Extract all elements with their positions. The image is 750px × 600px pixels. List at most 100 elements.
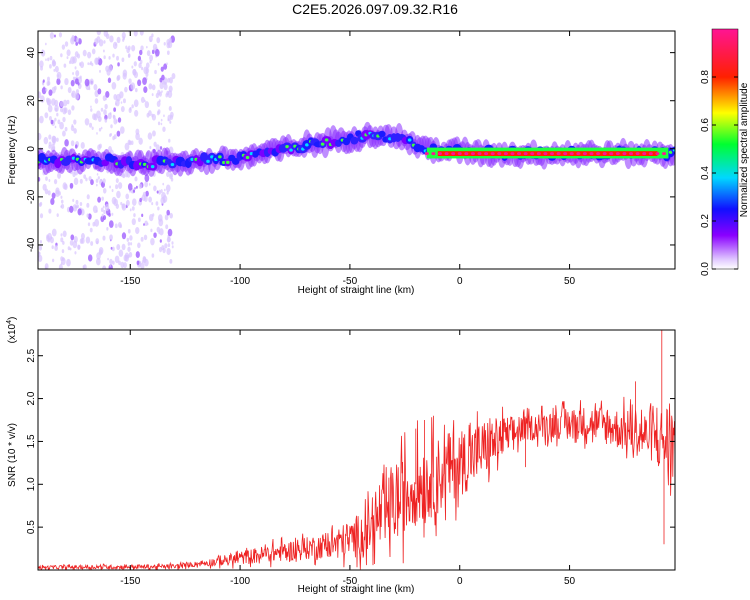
- spectrogram-noise-blob: [39, 115, 44, 124]
- spectrogram-noise-blob: [102, 235, 106, 241]
- spectrogram-noise-blob: [115, 203, 120, 209]
- spectrogram-noise-blob: [133, 189, 136, 193]
- spectrogram-noise-blob: [62, 230, 67, 238]
- spectrogram-noise-blob: [123, 254, 128, 262]
- spectrogram-noise-blob: [159, 228, 164, 236]
- spectrogram-noise-blob: [159, 77, 163, 83]
- spectrogram-noise-blob: [112, 53, 115, 58]
- spectrogram-ridge-core: [320, 142, 325, 146]
- spectrogram-noise-blob: [51, 228, 57, 237]
- spectrogram-noise-blob: [168, 85, 173, 93]
- spectrogram-noise-blob: [127, 246, 131, 252]
- spectrogram-noise-blob: [166, 90, 170, 96]
- spectrogram-noise-blob: [44, 112, 49, 119]
- spectrogram-peak-dot: [569, 152, 574, 156]
- spectrogram-noise-blob: [115, 98, 120, 107]
- spectrogram-noise-blob: [89, 78, 94, 86]
- spectrogram-noise-blob: [125, 45, 128, 50]
- spectrogram-noise-blob: [90, 105, 92, 109]
- spectrogram-ridge-blob: [101, 159, 110, 167]
- spectrogram-noise-blob: [105, 33, 110, 40]
- spectrogram-peak-dot: [596, 152, 601, 156]
- spectrogram-xtick-label: -150: [120, 276, 140, 287]
- spectrogram-peak-dot: [457, 152, 462, 156]
- spectrogram-noise-blob: [75, 89, 79, 95]
- spectrogram-noise-blob: [114, 255, 120, 264]
- spectrogram-noise-blob: [103, 49, 105, 53]
- spectrogram-noise-blob: [148, 183, 151, 186]
- spectrogram-peak-dot: [556, 152, 561, 156]
- spectrogram-noise-blob: [67, 246, 71, 251]
- spectrogram-noise-blob: [166, 190, 169, 195]
- spectrogram-noise-blob: [133, 99, 139, 108]
- spectrogram-noise-blob: [165, 224, 169, 230]
- spectrogram-noise-blob: [136, 260, 140, 265]
- spectrogram-noise-blob: [53, 85, 57, 91]
- snr-xtick-label: -100: [230, 576, 250, 587]
- spectrogram-noise-blob: [149, 54, 154, 62]
- spectrogram-noise-blob: [171, 72, 176, 80]
- spectrogram-noise-blob: [106, 227, 109, 231]
- spectrogram-noise-blob: [142, 256, 147, 262]
- spectrogram-noise-blob: [66, 49, 71, 57]
- spectrogram-noise-blob: [118, 249, 124, 257]
- spectrogram-noise-blob: [109, 264, 112, 268]
- spectrogram-noise-blob: [95, 178, 99, 183]
- spectrogram-noise-blob: [107, 77, 112, 83]
- spectrogram-noise-blob: [62, 116, 66, 123]
- spectrogram-ytick-label: 40: [26, 47, 37, 59]
- spectrogram-noise-blob: [38, 132, 42, 141]
- spectrogram-noise-blob: [150, 228, 153, 233]
- spectrogram-noise-blob: [70, 56, 75, 65]
- spectrogram-noise-blob: [166, 209, 170, 216]
- spectrogram-noise-blob: [112, 41, 118, 50]
- spectrogram-noise-blob: [53, 137, 56, 142]
- spectrogram-noise-blob: [69, 182, 74, 189]
- spectrogram-noise-blob: [164, 243, 168, 249]
- spectrogram-noise-blob: [116, 130, 121, 137]
- spectrogram-noise-blob: [80, 237, 85, 244]
- spectrogram-noise-blob: [120, 261, 125, 269]
- spectrogram-noise-blob: [156, 190, 159, 194]
- spectrogram-peak-dot: [635, 152, 640, 156]
- spectrogram-noise-blob: [64, 77, 69, 86]
- spectrogram-noise-blob: [51, 245, 54, 250]
- spectrogram-noise-blob: [115, 43, 117, 46]
- spectrogram-noise-blob: [121, 232, 127, 240]
- spectrogram-noise-blob: [80, 233, 85, 240]
- spectrogram-noise-blob: [56, 78, 61, 86]
- spectrogram-noise-blob: [61, 249, 65, 254]
- spectrogram-noise-blob: [86, 194, 90, 200]
- snr-ytick-label: 2.0: [26, 391, 37, 405]
- spectrogram-noise-blob: [77, 208, 82, 216]
- spectrogram-noise-blob: [110, 124, 113, 129]
- spectrogram-noise-blob: [38, 91, 42, 99]
- spectrogram-noise-blob: [121, 57, 125, 62]
- spectrogram-noise-blob: [97, 88, 102, 95]
- spectrogram-noise-blob: [42, 183, 47, 191]
- spectrogram-noise-blob: [101, 196, 104, 201]
- spectrogram-noise-blob: [137, 55, 142, 61]
- spectrogram-xtick-label: -50: [343, 276, 358, 287]
- spectrogram-noise-blob: [44, 263, 49, 269]
- spectrogram-peak-dot: [530, 152, 535, 156]
- spectrogram-noise-blob: [69, 205, 74, 213]
- spectrogram-panel: -150 -100 -50 0 50 -40 -20 0 20 40 Height of str…: [7, 30, 676, 296]
- spectrogram-noise-blob: [54, 65, 59, 73]
- spectrogram-noise-blob: [157, 206, 160, 211]
- spectrogram-noise-blob: [160, 118, 163, 122]
- spectrogram-noise-blob: [111, 212, 114, 216]
- spectrogram-noise-blob: [52, 60, 57, 67]
- spectrogram-noise-blob: [133, 61, 137, 67]
- spectrogram-noise-blob: [160, 66, 164, 72]
- spectrogram-noise-blob: [63, 99, 68, 107]
- spectrogram-noise-blob: [79, 178, 83, 184]
- spectrogram-noise-blob: [144, 181, 149, 188]
- spectrogram-noise-blob: [120, 101, 123, 104]
- spectrogram-noise-blob: [53, 179, 58, 185]
- spectrogram-noise-blob: [91, 126, 94, 130]
- spectrogram-peak-dot: [589, 152, 594, 156]
- spectrogram-noise-blob: [53, 68, 56, 72]
- spectrogram-noise-blob: [96, 110, 101, 119]
